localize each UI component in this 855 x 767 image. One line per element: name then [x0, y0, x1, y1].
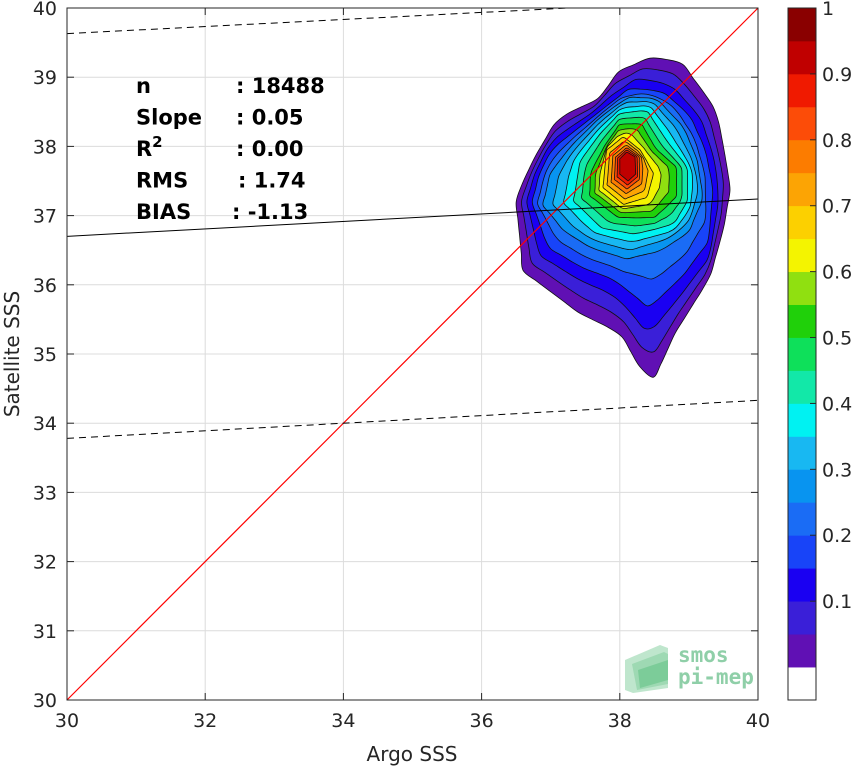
stat-label: n [136, 74, 151, 98]
colorbar-band [788, 667, 816, 701]
colorbar-frame [787, 7, 817, 701]
y-tick-label: 40 [33, 0, 57, 20]
x-tick-label: 30 [55, 710, 79, 732]
colorbar-band [788, 8, 816, 42]
colorbar-band [788, 469, 816, 503]
y-tick-label: 38 [33, 136, 57, 158]
grid [66, 7, 759, 701]
x-tick-label: 40 [746, 710, 770, 732]
colorbar-tick-label: 0.6 [822, 262, 852, 284]
colorbar: 0.1 0.2 0.3 0.4 0.5 0.6 0.7 0.8 0.9 1 [787, 0, 852, 701]
colorbar-tick-label: 0.7 [822, 196, 852, 218]
stat-label: BIAS [136, 200, 191, 224]
colorbar-band [788, 502, 816, 536]
colorbar-band [788, 205, 816, 240]
x-tick-label: 36 [470, 710, 494, 732]
colorbar-tick-label: 0.4 [822, 393, 852, 415]
colorbar-band [788, 106, 816, 141]
colorbar-band [788, 568, 816, 602]
colorbar-tick-label: 0.5 [822, 328, 852, 350]
colorbar-band [788, 436, 816, 470]
colorbar-tick-label: 1 [822, 0, 834, 20]
colorbar-tick-label: 0.1 [822, 591, 852, 613]
y-tick-label: 37 [33, 206, 57, 228]
axis-ticks: 30 32 34 36 38 40 30 31 32 33 34 35 36 37 38 39 40 [33, 0, 770, 732]
stat-value: : 0.05 [236, 106, 304, 130]
x-tick-label: 32 [193, 710, 217, 732]
colorbar-band [788, 172, 816, 207]
y-tick-label: 39 [33, 67, 57, 89]
reference-lines [66, 7, 759, 701]
smos-pimep-logo: smos pi-mep [625, 643, 754, 693]
stat-value: : 18488 [236, 74, 325, 98]
y-tick-label: 30 [33, 690, 57, 712]
colorbar-band [788, 634, 816, 668]
colorbar-tick-label: 0.8 [822, 130, 852, 152]
stat-label: RMS [136, 169, 188, 193]
stat-value: : 0.00 [236, 137, 304, 161]
identity-line [66, 7, 759, 701]
logo-line-1: smos [678, 643, 729, 667]
colorbar-band [788, 73, 816, 108]
colorbar-tick-label: 0.3 [822, 459, 852, 481]
colorbar-tick-label: 0.9 [822, 64, 852, 86]
colorbar-band [788, 271, 816, 305]
density-contours [515, 57, 731, 378]
colorbar-band [788, 139, 816, 174]
regression-line [66, 198, 759, 237]
y-tick-label: 32 [33, 552, 57, 574]
y-tick-label: 35 [33, 344, 57, 366]
colorbar-band [788, 370, 816, 404]
y-tick-label: 33 [33, 482, 57, 504]
colorbar-band [788, 40, 816, 75]
colorbar-band [788, 304, 816, 338]
colorbar-band [788, 601, 816, 635]
colorbar-band [788, 337, 816, 371]
y-axis-label: Satellite SSS [0, 291, 24, 417]
y-tick-label: 36 [33, 275, 57, 297]
stat-value: : -1.13 [232, 200, 308, 224]
x-tick-label: 34 [331, 710, 355, 732]
stat-value: : 1.74 [238, 169, 306, 193]
confidence-line [67, 399, 758, 439]
colorbar-band [788, 403, 816, 437]
y-tick-label: 31 [33, 621, 57, 643]
colorbar-band [788, 238, 816, 273]
x-tick-label: 38 [608, 710, 632, 732]
logo-graphic [625, 645, 668, 693]
contour-level [619, 151, 637, 182]
logo-line-2: pi-mep [678, 665, 754, 689]
stat-label: Slope [136, 106, 202, 130]
y-tick-label: 34 [33, 413, 57, 435]
x-axis-label: Argo SSS [367, 742, 458, 766]
colorbar-band [788, 535, 816, 569]
colorbar-tick-label: 0.2 [822, 525, 852, 547]
